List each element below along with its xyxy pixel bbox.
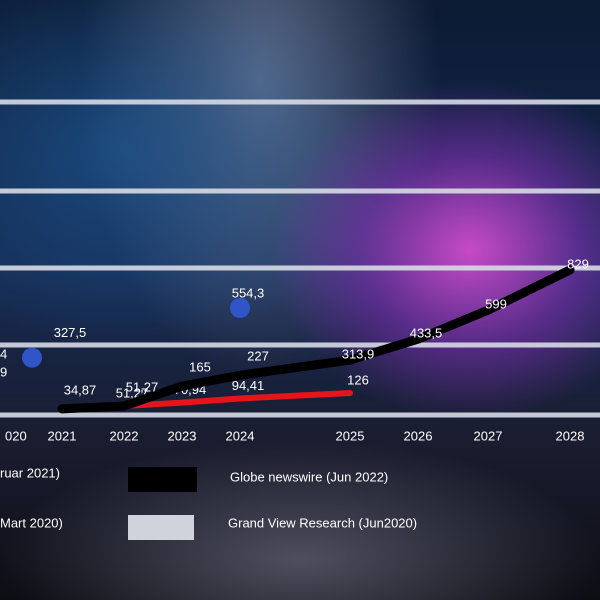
grid-line: [0, 188, 600, 194]
grid-line: [0, 342, 600, 348]
data-label: 554,3: [232, 285, 265, 300]
x-tick-label: 2024: [226, 428, 255, 443]
grid-line: [0, 412, 600, 418]
data-label: 599: [485, 297, 507, 312]
series-line: [57, 265, 575, 414]
grid-line: [0, 265, 600, 271]
x-tick-label: 2021: [48, 428, 77, 443]
data-label: 165: [189, 360, 211, 375]
legend-label: ruar 2021): [0, 465, 60, 480]
grid-line: [0, 99, 600, 105]
legend-label: Grand View Research (Jun2020): [228, 515, 417, 530]
series-line: [121, 389, 353, 410]
data-label: 34,87: [64, 382, 97, 397]
x-tick-label: 2025: [336, 428, 365, 443]
data-label: 829: [567, 256, 589, 271]
x-tick-label: 020: [5, 428, 27, 443]
data-label: 227: [247, 349, 269, 364]
data-label: 126: [347, 372, 369, 387]
series-point: [22, 347, 42, 368]
x-tick-label: 2028: [556, 428, 585, 443]
legend-swatch: [128, 515, 194, 540]
x-tick-label: 2026: [404, 428, 433, 443]
data-label: 313,9: [342, 347, 375, 362]
annotation: 9: [0, 364, 7, 379]
annotation: 4: [0, 346, 7, 361]
x-tick-label: 2022: [110, 428, 139, 443]
data-label: 433,5: [410, 326, 443, 341]
legend-swatch: [128, 467, 197, 492]
x-tick-label: 2027: [474, 428, 503, 443]
x-tick-label: 2023: [168, 428, 197, 443]
data-label: 327,5: [54, 325, 87, 340]
legend-label: Globe newswire (Jun 2022): [230, 469, 388, 484]
data-label: 51,27: [126, 379, 159, 394]
data-label: 94,41: [232, 378, 265, 393]
series-point: [230, 297, 250, 318]
legend-label: Mart 2020): [0, 515, 63, 530]
